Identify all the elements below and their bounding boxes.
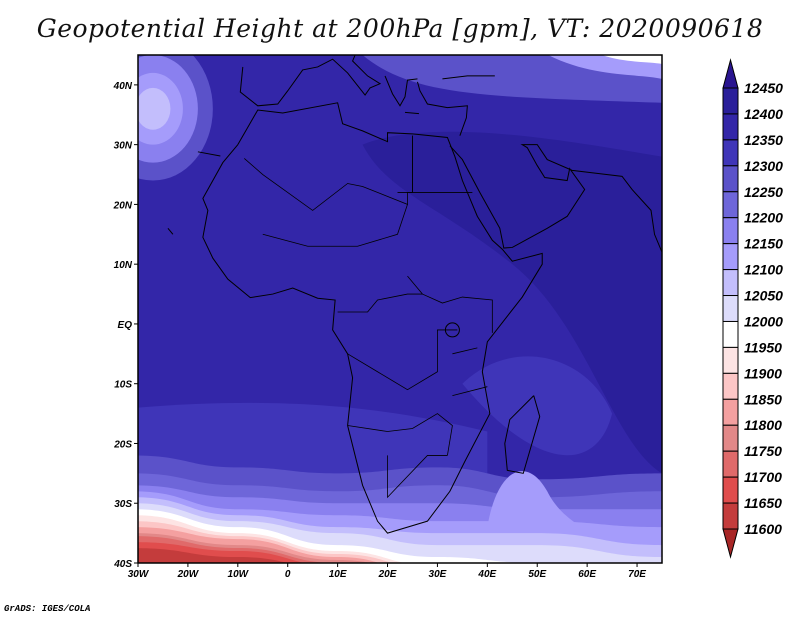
colorbar-label: 11900: [744, 365, 782, 381]
colorbar-label: 11950: [744, 339, 782, 355]
x-tick-label: 10W: [228, 569, 250, 580]
colorbar-swatch: [722, 476, 739, 504]
colorbar-label: 12000: [744, 313, 783, 329]
colorbar-swatch: [722, 87, 739, 115]
coastline: [442, 75, 495, 80]
colorbar-label: 11700: [744, 469, 782, 485]
y-tick-label: 20N: [113, 200, 133, 211]
colorbar-swatch: [722, 139, 739, 167]
coastline: [239, 55, 382, 107]
contour-band: [462, 356, 613, 456]
map-frame: [137, 54, 663, 564]
colorbar-swatch: [722, 398, 739, 426]
coastline: [384, 75, 418, 107]
colorbar-label: 12200: [744, 210, 783, 226]
lake-victoria: [444, 322, 460, 338]
colorbar-swatch: [722, 320, 739, 348]
coastline: [449, 144, 662, 253]
colorbar-label: 11850: [744, 391, 782, 407]
y-tick-label: 40N: [113, 81, 133, 92]
colorbar-swatch: [722, 191, 739, 219]
grads-credit: GrADS: IGES/COLA: [4, 604, 91, 614]
colorbar-swatch: [722, 243, 739, 271]
colorbar-label: 12350: [744, 132, 783, 148]
coastline: [504, 395, 541, 474]
colorbar-lower-triangle: [722, 528, 739, 559]
x-tick-label: 0: [285, 569, 291, 580]
x-tick-label: 20W: [177, 569, 200, 580]
colorbar-swatch: [722, 269, 739, 297]
colorbar-label: 12400: [744, 106, 783, 122]
colorbar-label: 12300: [744, 158, 783, 174]
colorbar-swatch: [722, 502, 739, 530]
coastline: [202, 102, 543, 534]
colorbar-label: 12450: [744, 80, 783, 96]
y-tick-label: 40S: [113, 559, 132, 570]
x-tick-label: 10E: [329, 569, 347, 580]
contour-band: [138, 548, 288, 563]
colorbar-swatch: [722, 372, 739, 400]
colorbar-swatch: [722, 113, 739, 141]
colorbar-swatch: [722, 217, 739, 245]
colorbar-label: 11650: [744, 495, 782, 511]
colorbar-swatch: [722, 450, 739, 478]
y-tick-label: 10S: [114, 380, 132, 391]
x-tick-label: 20E: [378, 569, 397, 580]
country-border: [347, 329, 458, 391]
colorbar-swatch: [722, 165, 739, 193]
coastlines: [167, 55, 662, 534]
colorbar-label: 11600: [744, 521, 782, 537]
colorbar-label: 12150: [744, 236, 783, 252]
country-border: [452, 347, 478, 355]
contour-band: [138, 87, 171, 130]
x-tick-label: 40E: [477, 569, 496, 580]
country-border: [387, 455, 448, 499]
country-border: [337, 293, 423, 313]
colorbar-label: 11750: [744, 443, 782, 459]
y-tick-label: 30N: [114, 141, 133, 152]
y-axis: 40N 30N 20N 10N EQ 10S 20S 30S 40S: [113, 81, 138, 570]
country-border: [452, 386, 488, 397]
country-border: [347, 413, 453, 456]
x-tick-label: 30E: [429, 569, 447, 580]
x-tick-label: 30W: [128, 569, 150, 580]
x-tick-label: 60E: [578, 569, 596, 580]
coastline: [404, 111, 420, 115]
colorbar-swatch: [722, 346, 739, 374]
colorbar-label: 11800: [744, 417, 782, 433]
country-border: [262, 204, 408, 247]
contour-band: [362, 131, 662, 474]
colorbar-swatch: [722, 295, 739, 322]
x-tick-label: 50E: [528, 569, 546, 580]
colorbar-label: 12250: [744, 184, 783, 200]
x-tick-label: 70E: [628, 569, 646, 580]
colorbar: 12450 12400 12350 12300 12250 12200 12150 12100…: [722, 58, 783, 559]
y-tick-label: 20S: [113, 439, 132, 450]
colorbar-upper-triangle: [722, 58, 739, 89]
contour-band: [602, 55, 662, 64]
colorbar-swatch: [722, 424, 739, 452]
colorbar-label: 12100: [744, 262, 783, 278]
x-axis: 30W 20W 10W 0 10E 20E 30E 40E 50E 60E 70E: [128, 563, 646, 580]
y-tick-label: 10N: [114, 260, 133, 271]
y-tick-label: EQ: [118, 320, 133, 331]
coastline: [416, 81, 468, 136]
chart-title: Geopotential Height at 200hPa [gpm], VT:…: [36, 14, 764, 43]
coastline: [197, 151, 221, 157]
country-border: [407, 275, 493, 333]
colorbar-label: 12050: [744, 288, 783, 304]
y-tick-label: 30S: [114, 499, 132, 510]
contour-field: [138, 55, 662, 563]
coastline: [167, 227, 174, 235]
